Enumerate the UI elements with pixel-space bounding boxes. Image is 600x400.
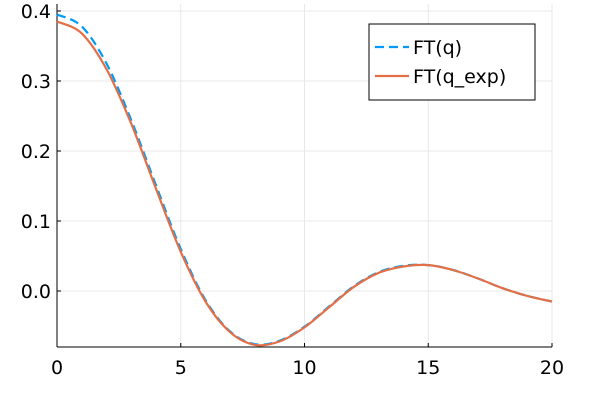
legend-label: FT(q_exp) xyxy=(413,66,506,88)
y-tick-label: 0.2 xyxy=(21,141,51,163)
tick-labels: 0 5 10 15 20 0.0 0.1 0.2 0.3 0.4 xyxy=(21,1,564,379)
legend-box xyxy=(368,23,536,101)
y-tick-label: 0.4 xyxy=(21,1,51,23)
y-tick-label: 0.1 xyxy=(21,211,51,233)
x-tick-label: 5 xyxy=(175,357,187,379)
axes xyxy=(56,4,553,348)
x-tick-label: 15 xyxy=(416,357,440,379)
x-tick-label: 10 xyxy=(292,357,316,379)
series-line-1 xyxy=(56,20,553,347)
y-tick-label: 0.3 xyxy=(21,71,51,93)
series-lines xyxy=(56,13,553,347)
x-tick-label: 0 xyxy=(51,357,63,379)
legend: FT(q) FT(q_exp) xyxy=(368,23,536,101)
x-tick-label: 20 xyxy=(540,357,564,379)
legend-label: FT(q) xyxy=(413,37,462,59)
y-tick-label: 0.0 xyxy=(21,281,51,303)
